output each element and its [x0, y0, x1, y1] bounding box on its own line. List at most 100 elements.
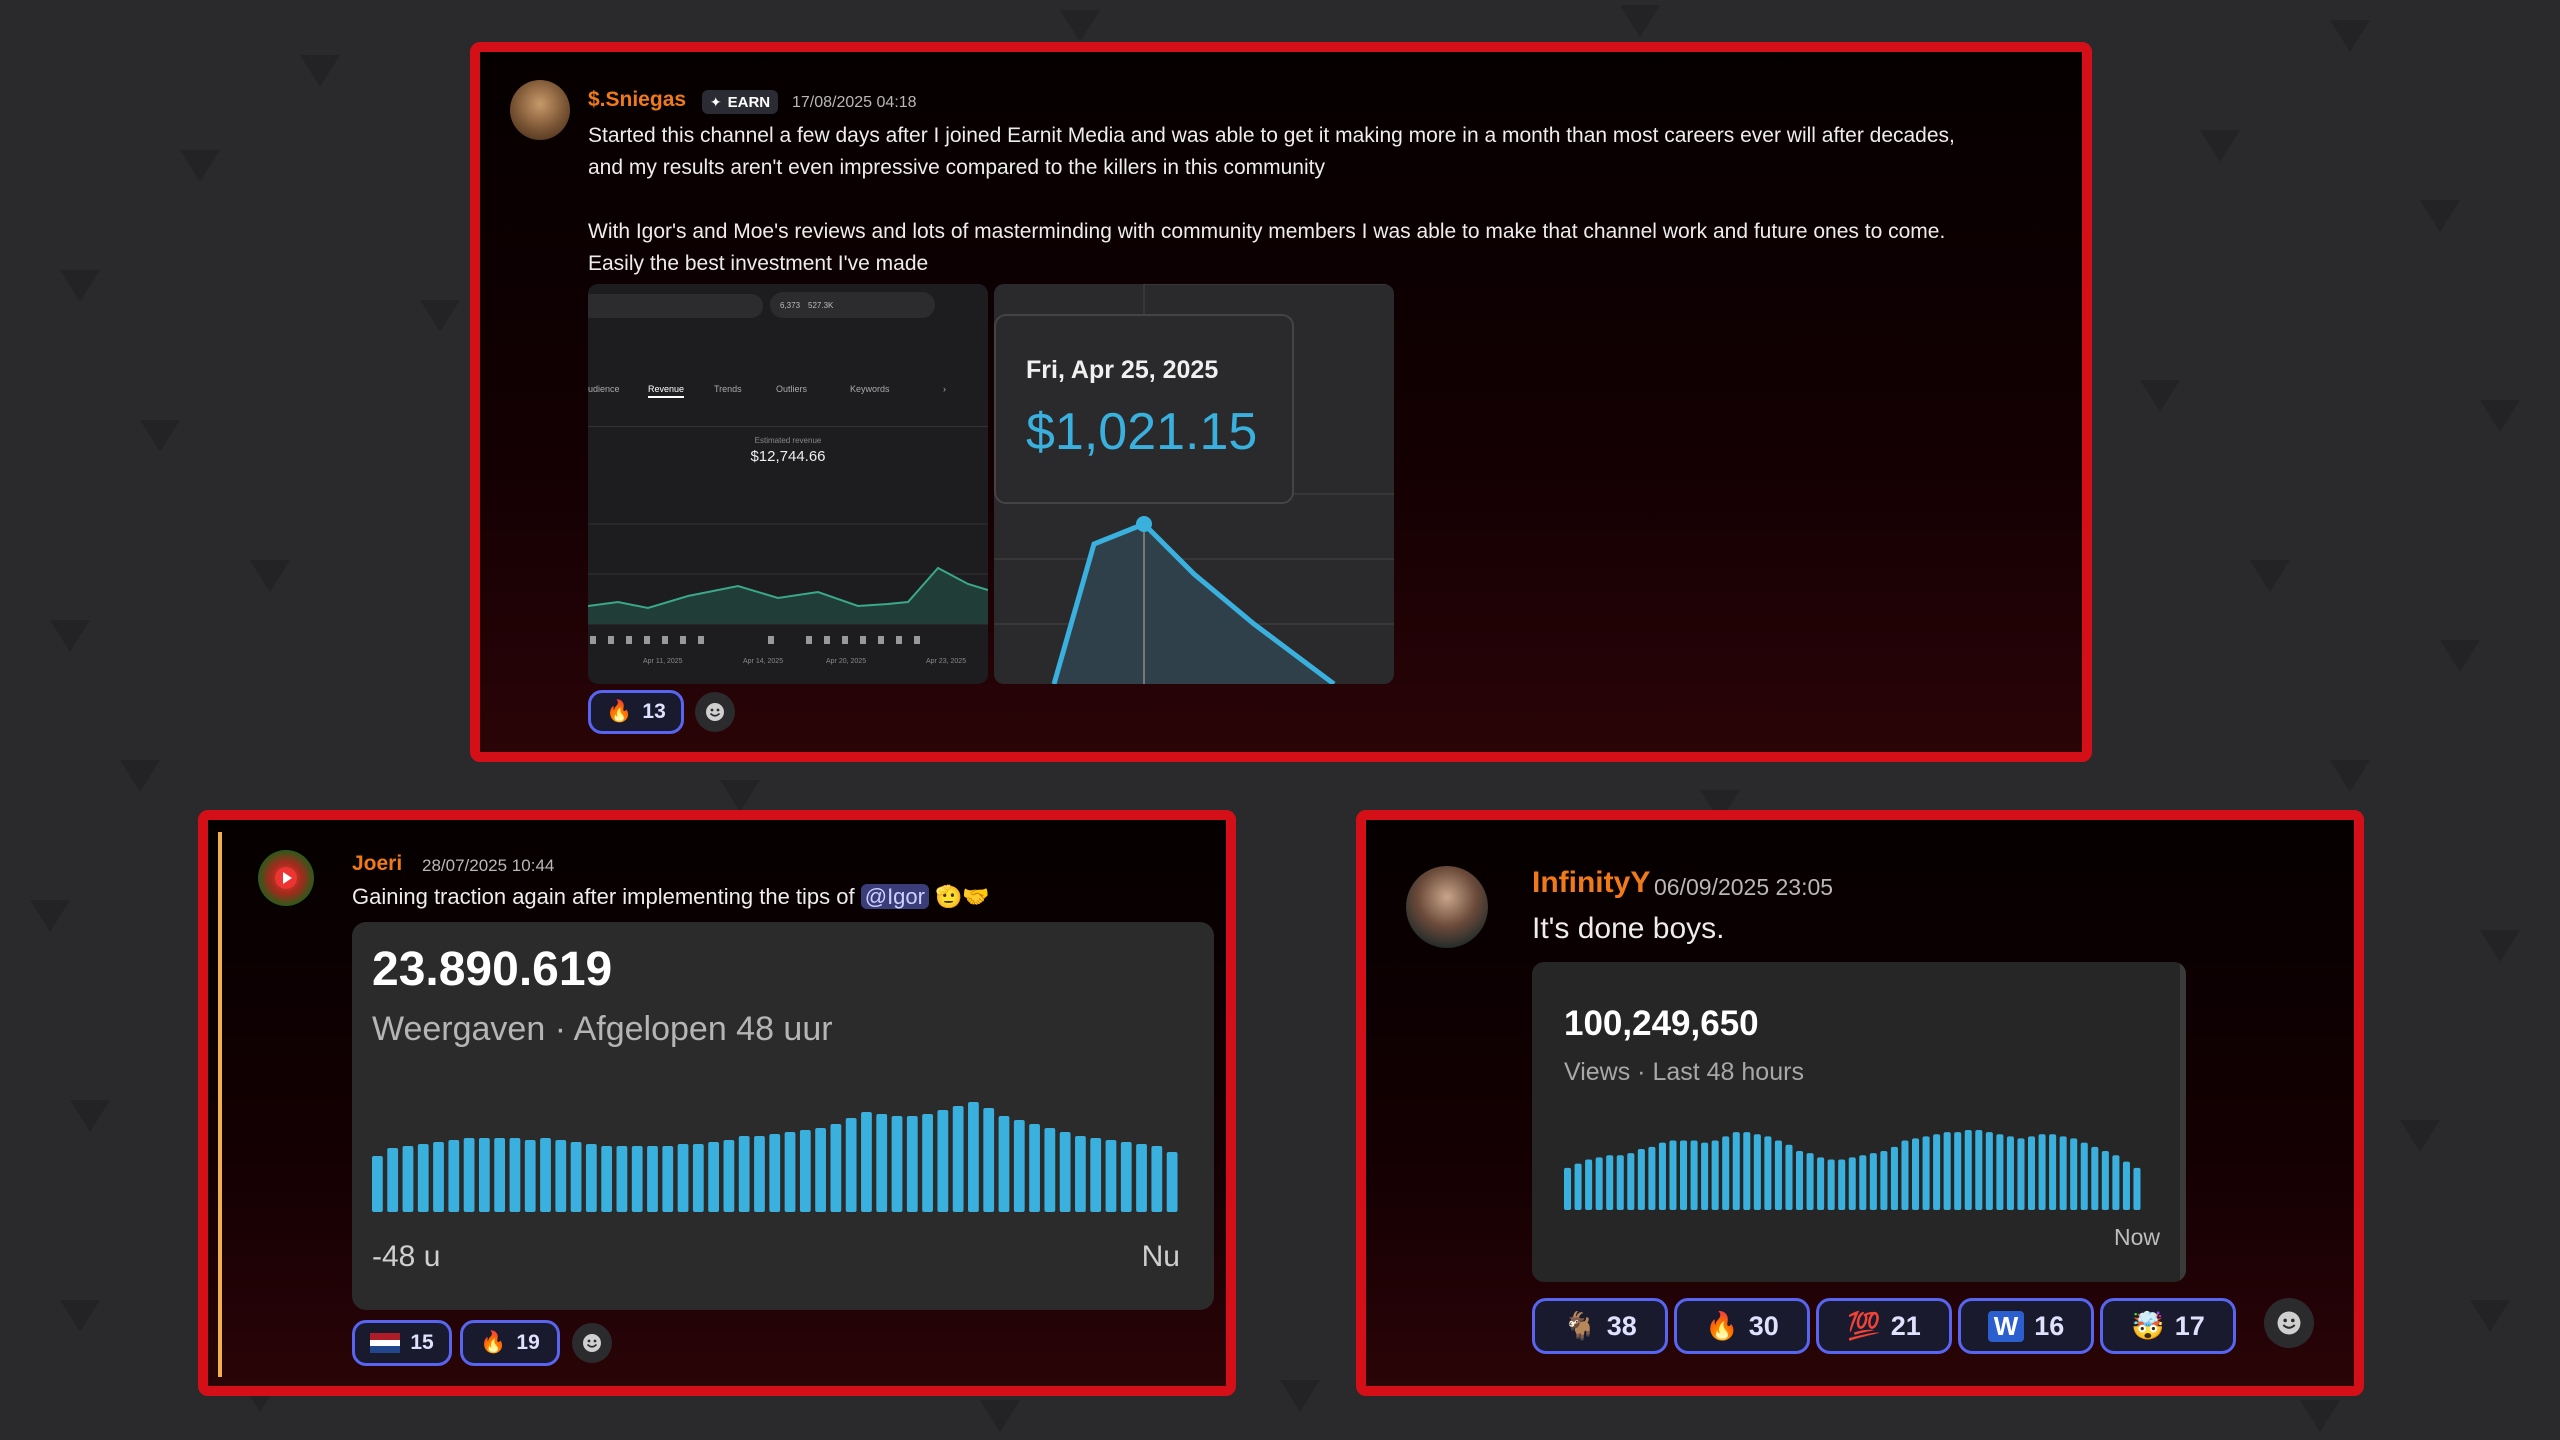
- username[interactable]: $.Sniegas: [588, 88, 687, 111]
- fire-icon: 🔥: [480, 1331, 507, 1354]
- view-bar: [2101, 1151, 2109, 1210]
- reaction-flag[interactable]: 15: [352, 1320, 452, 1366]
- username[interactable]: InfinityY: [1532, 866, 1651, 899]
- view-bar: [1166, 1152, 1178, 1212]
- view-bar: [631, 1146, 643, 1212]
- play-icon: [275, 867, 297, 889]
- view-bar: [1954, 1132, 1962, 1210]
- daily-revenue-screenshot[interactable]: Fri, Apr 25, 2025 $1,021.15: [994, 284, 1394, 684]
- add-reaction-button[interactable]: [695, 692, 735, 732]
- timestamp: 06/09/2025 23:05: [1654, 874, 1834, 900]
- smiley-add-icon: [2277, 1311, 2301, 1335]
- view-bar: [1912, 1138, 1920, 1210]
- view-bar: [1890, 1146, 1898, 1210]
- x-tick-label: Apr 11, 2025: [643, 658, 683, 665]
- views-subtitle: Weergaven · Afgelopen 48 uur: [372, 1010, 833, 1048]
- view-bar: [1743, 1132, 1751, 1210]
- reaction-mind-blown[interactable]: 🤯 17: [2100, 1298, 2236, 1354]
- view-bar: [2133, 1167, 2141, 1210]
- view-bar: [540, 1138, 551, 1212]
- chevron-right-icon[interactable]: ›: [943, 384, 946, 394]
- views-chart-card[interactable]: 23.890.619 Weergaven · Afgelopen 48 uur …: [352, 922, 1214, 1310]
- view-bar: [769, 1134, 781, 1212]
- view-bar: [1669, 1140, 1677, 1210]
- reaction-hundred[interactable]: 💯 21: [1816, 1298, 1952, 1354]
- add-reaction-button[interactable]: [572, 1323, 612, 1363]
- view-bar: [2122, 1161, 2130, 1210]
- view-bar: [616, 1146, 628, 1212]
- view-bar: [1753, 1134, 1761, 1210]
- add-reaction-button[interactable]: [2264, 1298, 2314, 1348]
- reaction-fire[interactable]: 🔥 19: [460, 1320, 560, 1366]
- view-bar: [845, 1118, 857, 1212]
- avatar[interactable]: [258, 850, 314, 906]
- goat-icon: 🐐: [1563, 1311, 1597, 1341]
- view-bar: [692, 1144, 704, 1212]
- view-bar: [585, 1144, 597, 1212]
- view-bar: [448, 1140, 460, 1212]
- views-chart-card[interactable]: 100,249,650 Views · Last 48 hours Now: [1532, 962, 2186, 1282]
- view-bar: [1658, 1142, 1666, 1210]
- message-text: Gaining traction again after implementin…: [352, 884, 990, 909]
- view-bar: [1933, 1134, 1941, 1210]
- view-bar: [1680, 1140, 1688, 1210]
- view-bar: [1838, 1159, 1846, 1210]
- tooltip-card: Fri, Apr 25, 2025 $1,021.15: [994, 314, 1294, 504]
- view-bar: [1848, 1157, 1856, 1210]
- reaction-goat[interactable]: 🐐 38: [1532, 1298, 1668, 1354]
- view-bar: [1985, 1132, 1993, 1210]
- view-bar: [1136, 1144, 1147, 1212]
- view-bar: [2017, 1138, 2025, 1210]
- x-axis-right-label: Nu: [1141, 1240, 1180, 1273]
- view-bar: [861, 1112, 872, 1212]
- view-bar: [922, 1114, 933, 1212]
- view-bar: [1637, 1148, 1645, 1210]
- username[interactable]: Joeri: [352, 852, 403, 875]
- view-bar: [1044, 1128, 1056, 1212]
- view-bar: [494, 1138, 506, 1212]
- view-bar: [2070, 1138, 2078, 1210]
- avatar[interactable]: [1406, 866, 1488, 948]
- view-bar: [1774, 1140, 1782, 1210]
- view-bar: [1806, 1153, 1814, 1210]
- view-bar: [1013, 1120, 1025, 1212]
- reaction-fire[interactable]: 🔥 30: [1674, 1298, 1810, 1354]
- post-card-infinity: InfinityY 06/09/2025 23:05 It's done boy…: [1356, 810, 2364, 1396]
- earn-tag: ✦ EARN: [702, 90, 778, 114]
- reaction-fire[interactable]: 🔥 13: [588, 690, 684, 734]
- view-bar: [998, 1116, 1010, 1212]
- view-bar: [815, 1128, 826, 1212]
- reaction-w[interactable]: W 16: [1958, 1298, 2094, 1354]
- view-bar: [1827, 1159, 1835, 1210]
- revenue-screenshot[interactable]: 6,373 527.3K udience Revenue Trends Outl…: [588, 284, 988, 684]
- view-bar: [1616, 1155, 1624, 1210]
- highlight-bar: [218, 832, 222, 1377]
- view-bar: [2091, 1146, 2099, 1210]
- view-bar: [937, 1110, 949, 1212]
- view-bar: [1964, 1130, 1972, 1210]
- x-tick-label: Apr 23, 2025: [926, 658, 967, 665]
- view-bar: [830, 1124, 842, 1212]
- tooltip-value: $1,021.15: [1026, 403, 1258, 461]
- hundred-icon: 💯: [1847, 1311, 1881, 1341]
- stats-bar: 6,373 527.3K: [770, 292, 935, 318]
- view-bar: [1880, 1151, 1888, 1210]
- est-revenue-label: Estimated revenue: [754, 436, 822, 445]
- view-bar: [1996, 1134, 2004, 1210]
- avatar[interactable]: [510, 80, 570, 140]
- view-bar: [1943, 1132, 1951, 1210]
- view-bar: [754, 1136, 765, 1212]
- views-number: 100,249,650: [1564, 1004, 1759, 1043]
- view-bar: [2080, 1142, 2088, 1210]
- view-bar: [433, 1142, 444, 1212]
- netherlands-flag-icon: [370, 1333, 401, 1353]
- view-bar: [463, 1138, 475, 1212]
- post-card-joeri: Joeri 28/07/2025 10:44 Gaining traction …: [198, 810, 1236, 1396]
- mention-igor[interactable]: @Igor: [860, 884, 929, 909]
- view-bar: [876, 1114, 888, 1212]
- view-bar: [1595, 1157, 1603, 1210]
- view-bar: [1975, 1130, 1983, 1210]
- fire-icon: 🔥: [606, 700, 633, 723]
- view-bar: [417, 1144, 429, 1212]
